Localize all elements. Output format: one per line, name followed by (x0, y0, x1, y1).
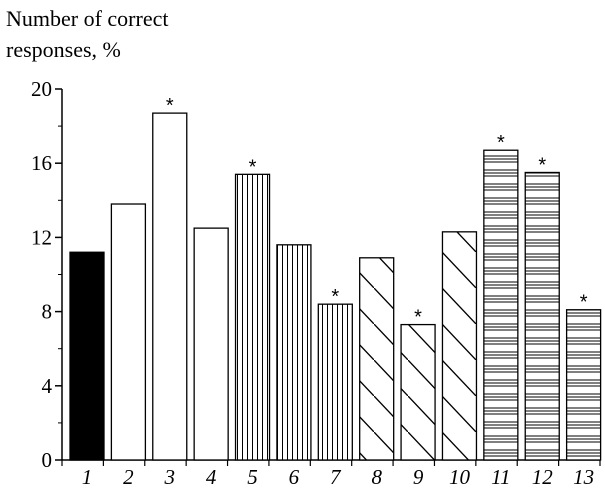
bar (234, 173, 271, 461)
bar (152, 112, 188, 461)
y-axis-label-line1: Number of correct (6, 6, 168, 31)
x-tick-label: 10 (449, 465, 471, 488)
bar (69, 251, 105, 461)
significance-marker: * (538, 154, 546, 176)
bar (565, 309, 602, 461)
x-tick-label: 4 (206, 465, 217, 488)
bars: * * * * * * * (69, 95, 602, 461)
significance-marker: * (166, 95, 174, 117)
bar (441, 231, 478, 461)
significance-marker: * (580, 292, 588, 314)
x-tick-label: 5 (247, 465, 258, 488)
y-tick-label: 8 (42, 300, 53, 324)
bar (276, 244, 312, 461)
significance-marker: * (414, 307, 422, 329)
bar (317, 303, 353, 461)
x-tick-label: 11 (491, 465, 510, 488)
x-tick-label: 7 (330, 465, 342, 488)
axes: 0 4 8 12 16 20 (31, 77, 601, 472)
y-tick-label: 0 (42, 448, 53, 472)
bar (359, 257, 395, 461)
y-tick-label: 20 (31, 77, 52, 101)
bar (193, 227, 229, 461)
significance-marker: * (249, 156, 257, 178)
bar (483, 149, 519, 461)
x-tick-label: 13 (573, 465, 594, 488)
bar (110, 203, 147, 461)
x-tick-label: 8 (371, 465, 382, 488)
y-tick-label: 16 (31, 151, 52, 175)
x-tick-label: 9 (413, 465, 424, 488)
significance-marker: * (497, 132, 505, 154)
bar (400, 323, 436, 461)
x-tick-label: 2 (123, 465, 134, 488)
x-tick-label: 12 (532, 465, 554, 488)
y-tick-label: 4 (42, 374, 53, 398)
y-axis-label-line2: responses, % (6, 37, 121, 62)
significance-marker: * (331, 286, 339, 308)
x-tick-label: 1 (82, 465, 93, 488)
x-tick-label: 3 (164, 465, 176, 488)
bar (524, 171, 560, 461)
y-tick-label: 12 (31, 225, 52, 249)
x-tick-label: 6 (289, 465, 300, 488)
category-labels: 1 2 3 4 5 6 7 8 9 10 11 12 13 (82, 465, 594, 488)
